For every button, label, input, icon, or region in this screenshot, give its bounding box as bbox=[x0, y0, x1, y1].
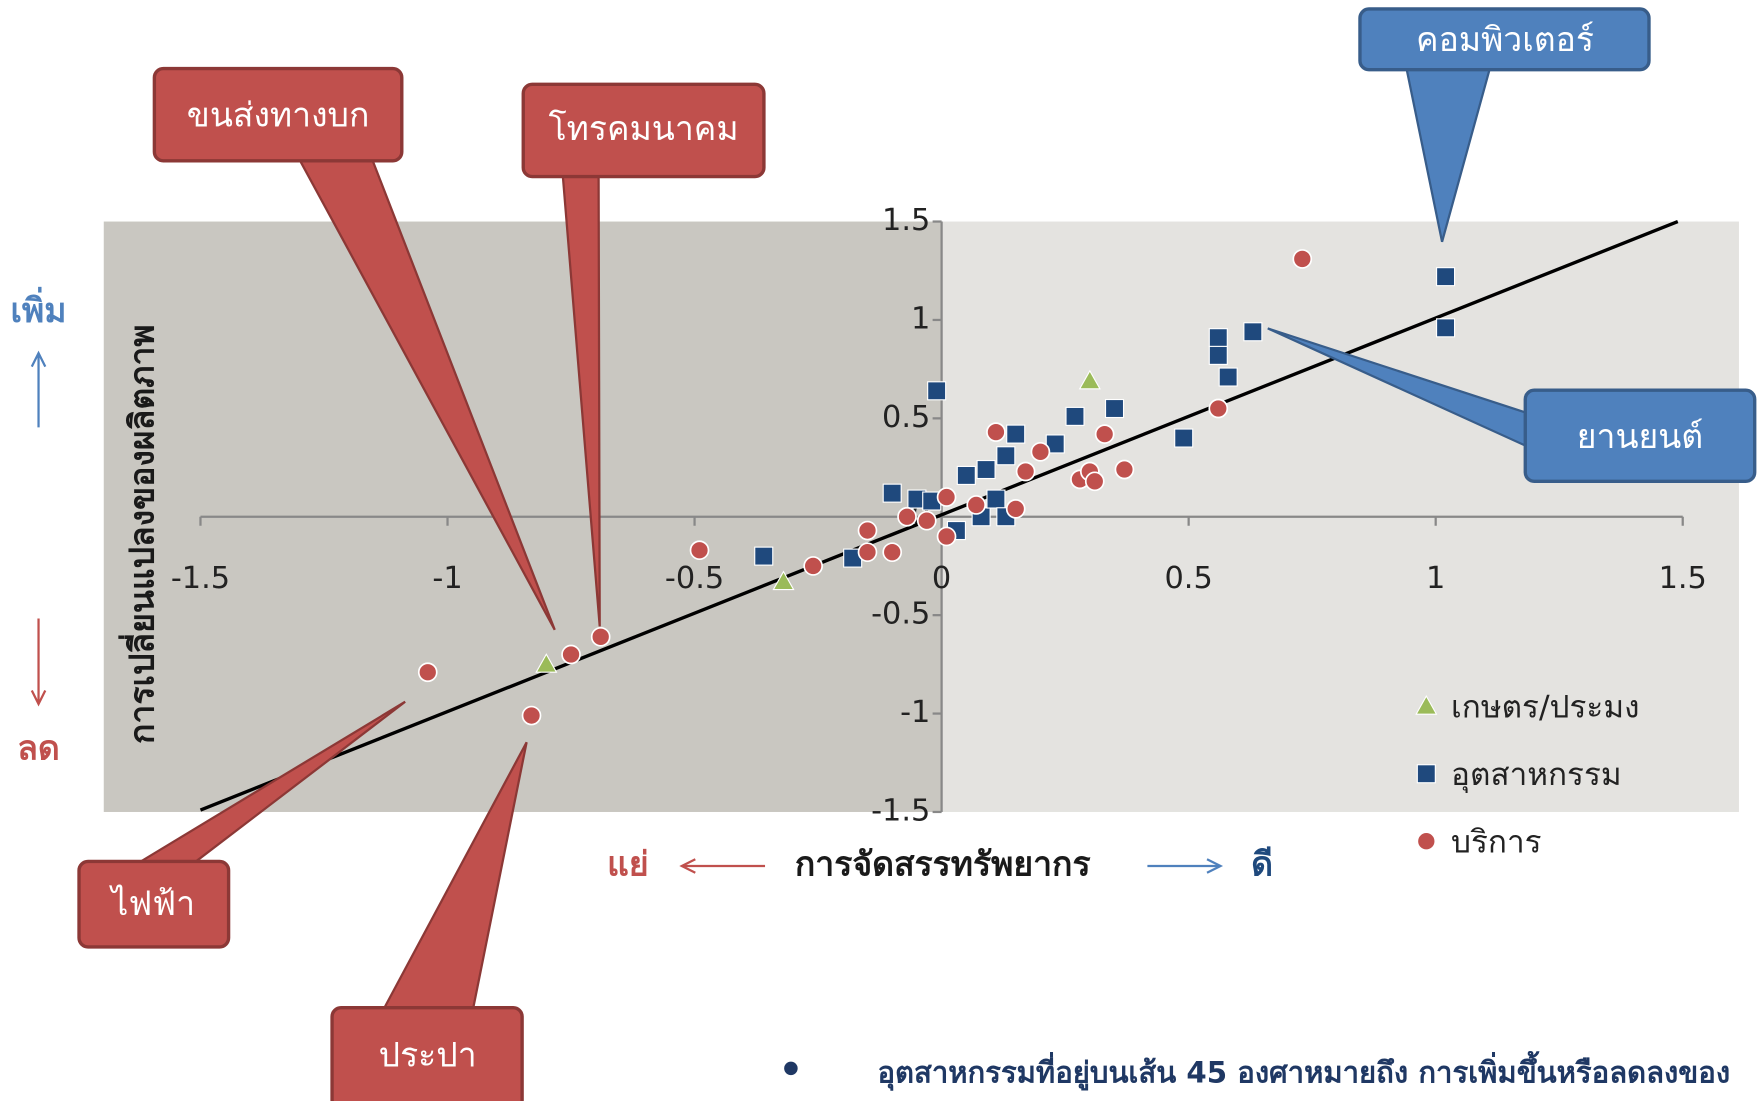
trendline bbox=[199, 219, 1679, 812]
point bbox=[996, 446, 1016, 466]
point bbox=[1208, 328, 1228, 348]
point bbox=[936, 487, 957, 507]
point bbox=[1208, 345, 1228, 365]
x-tick-label: 1 bbox=[1426, 561, 1445, 596]
callout-box bbox=[330, 1005, 524, 1101]
y-tick-label: 1 bbox=[911, 301, 930, 336]
point bbox=[417, 662, 438, 683]
point bbox=[1005, 499, 1026, 519]
x-tick-label: -1.5 bbox=[171, 561, 230, 596]
point bbox=[1208, 398, 1229, 419]
point bbox=[1436, 318, 1456, 338]
legend-label: เกษตร/ประมง bbox=[1451, 690, 1639, 726]
arrow-head bbox=[1206, 858, 1224, 874]
point bbox=[535, 653, 558, 673]
y-axis-title: การเปลี่ยนแปลงของผลิตภาพ bbox=[118, 324, 162, 744]
point bbox=[916, 510, 937, 531]
legend-marker bbox=[1416, 831, 1437, 852]
point bbox=[1006, 424, 1026, 444]
point bbox=[857, 542, 878, 563]
callout-box bbox=[521, 82, 766, 179]
point bbox=[1218, 367, 1238, 387]
point bbox=[1094, 424, 1115, 444]
point bbox=[976, 459, 996, 480]
point bbox=[1065, 406, 1085, 426]
callouts: ขนส่งทางบก โทรคมนาคม คอมพิวเตอร์ ยานยนต์… bbox=[77, 7, 1757, 1101]
legend-marker bbox=[1415, 694, 1438, 715]
callout-box bbox=[1523, 388, 1757, 484]
point bbox=[521, 705, 542, 726]
point bbox=[689, 540, 710, 561]
point bbox=[1436, 267, 1456, 287]
callout-label: คอมพิวเตอร์ bbox=[1416, 20, 1594, 59]
callout-label: ยานยนต์ bbox=[1577, 417, 1703, 456]
point bbox=[1030, 441, 1051, 462]
point bbox=[1084, 471, 1105, 492]
note: อุตสาหกรรมที่อยู่บนเส้น 45 องศาหมายถึง ก… bbox=[878, 1051, 1731, 1091]
x-negative-label: แย่ bbox=[607, 844, 649, 883]
point bbox=[936, 526, 957, 547]
y-tick-label: -1 bbox=[900, 695, 930, 730]
point bbox=[956, 465, 976, 485]
callout-label: ขนส่งทางบก bbox=[187, 95, 370, 134]
y-tick-label: -0.5 bbox=[871, 597, 930, 632]
point bbox=[1078, 369, 1101, 390]
legend-marker bbox=[1416, 764, 1436, 784]
legend-label: อุตสาหกรรม bbox=[1451, 757, 1622, 794]
point bbox=[803, 556, 823, 576]
x-positive-label: ดี bbox=[1251, 844, 1273, 883]
callout-label: โทรคมนาคม bbox=[549, 109, 739, 148]
y-tick-label: -1.5 bbox=[871, 793, 930, 828]
point bbox=[1015, 461, 1036, 482]
point bbox=[754, 546, 774, 566]
point bbox=[1174, 428, 1194, 448]
legend-label: บริการ bbox=[1451, 824, 1542, 860]
point bbox=[1104, 398, 1125, 419]
point bbox=[561, 644, 581, 665]
point bbox=[1243, 322, 1263, 342]
point bbox=[986, 422, 1006, 442]
x-tick-label: 0.5 bbox=[1164, 561, 1212, 596]
callout-label: ประปา bbox=[379, 1036, 477, 1075]
point bbox=[927, 381, 947, 401]
callout-box bbox=[77, 859, 231, 949]
point bbox=[590, 626, 611, 647]
point bbox=[1114, 459, 1135, 480]
y-down-label: ลด bbox=[17, 729, 60, 768]
point bbox=[897, 506, 917, 527]
arrow-head bbox=[30, 350, 47, 368]
point bbox=[882, 542, 903, 563]
y-up-label: เพิ่ม bbox=[11, 286, 67, 330]
point bbox=[986, 489, 1006, 509]
x-tick-label: 0 bbox=[932, 561, 951, 596]
callout-label: ไฟฟ้า bbox=[108, 884, 195, 923]
point bbox=[966, 495, 987, 515]
arrow-head bbox=[30, 690, 47, 707]
x-tick-label: 1.5 bbox=[1659, 561, 1707, 596]
x-tick-label: -0.5 bbox=[665, 561, 724, 596]
axes: -1.5-1-0.500.511.5-1.5-1-0.500.511.5 bbox=[171, 203, 1707, 828]
point bbox=[857, 520, 878, 541]
x-axis-title: การจัดสรรทรัพยากร bbox=[795, 844, 1091, 883]
arrow-head bbox=[679, 858, 696, 874]
callout-box bbox=[152, 66, 404, 163]
point bbox=[772, 570, 795, 591]
y-tick-label: 0.5 bbox=[882, 400, 930, 435]
callout-box bbox=[1358, 7, 1651, 72]
y-tick-label: 1.5 bbox=[882, 203, 930, 238]
bullet bbox=[784, 1061, 798, 1076]
x-tick-label: -1 bbox=[432, 561, 462, 596]
point bbox=[1292, 249, 1313, 269]
point bbox=[882, 483, 902, 503]
callout-pointer bbox=[1404, 65, 1492, 243]
